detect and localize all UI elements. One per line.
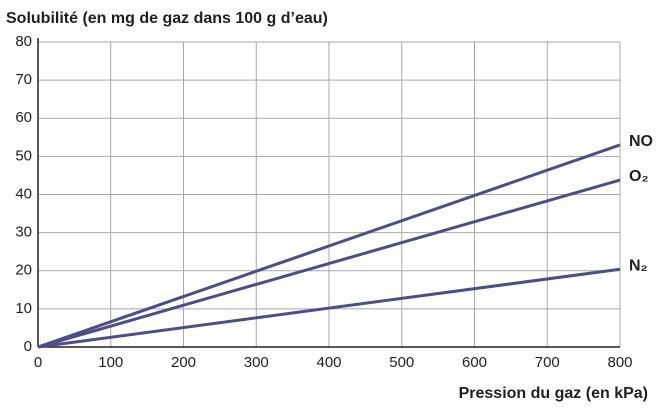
series-label: O₂ (629, 168, 649, 185)
x-tick-label: 400 (316, 354, 341, 371)
x-tick-label: 0 (34, 354, 42, 371)
series-line (37, 143, 621, 349)
series-line (37, 267, 621, 349)
y-tick-label: 40 (15, 185, 32, 202)
y-tick-label: 60 (15, 109, 32, 126)
y-tick-label: 20 (15, 262, 32, 279)
x-tick-label: 500 (389, 354, 414, 371)
y-tick-label: 10 (15, 300, 32, 317)
y-tick-label: 0 (24, 338, 32, 355)
x-tick-label: 600 (462, 354, 487, 371)
series-label: N₂ (629, 257, 648, 274)
x-tick-label: 100 (98, 354, 123, 371)
x-tick-label: 700 (535, 354, 560, 371)
series-line (37, 178, 621, 349)
y-tick-label: 80 (15, 33, 32, 50)
x-tick-label: 300 (244, 354, 269, 371)
x-axis-label: Pression du gaz (en kPa) (459, 385, 648, 402)
y-tick-label: 70 (15, 71, 32, 88)
series-label: NO (629, 133, 653, 150)
y-tick-label: 50 (15, 147, 32, 164)
x-tick-label: 200 (171, 354, 196, 371)
chart-title: Solubilité (en mg de gaz dans 100 g d’ea… (6, 10, 328, 27)
y-tick-label: 30 (15, 224, 32, 241)
x-tick-label: 800 (607, 354, 632, 371)
